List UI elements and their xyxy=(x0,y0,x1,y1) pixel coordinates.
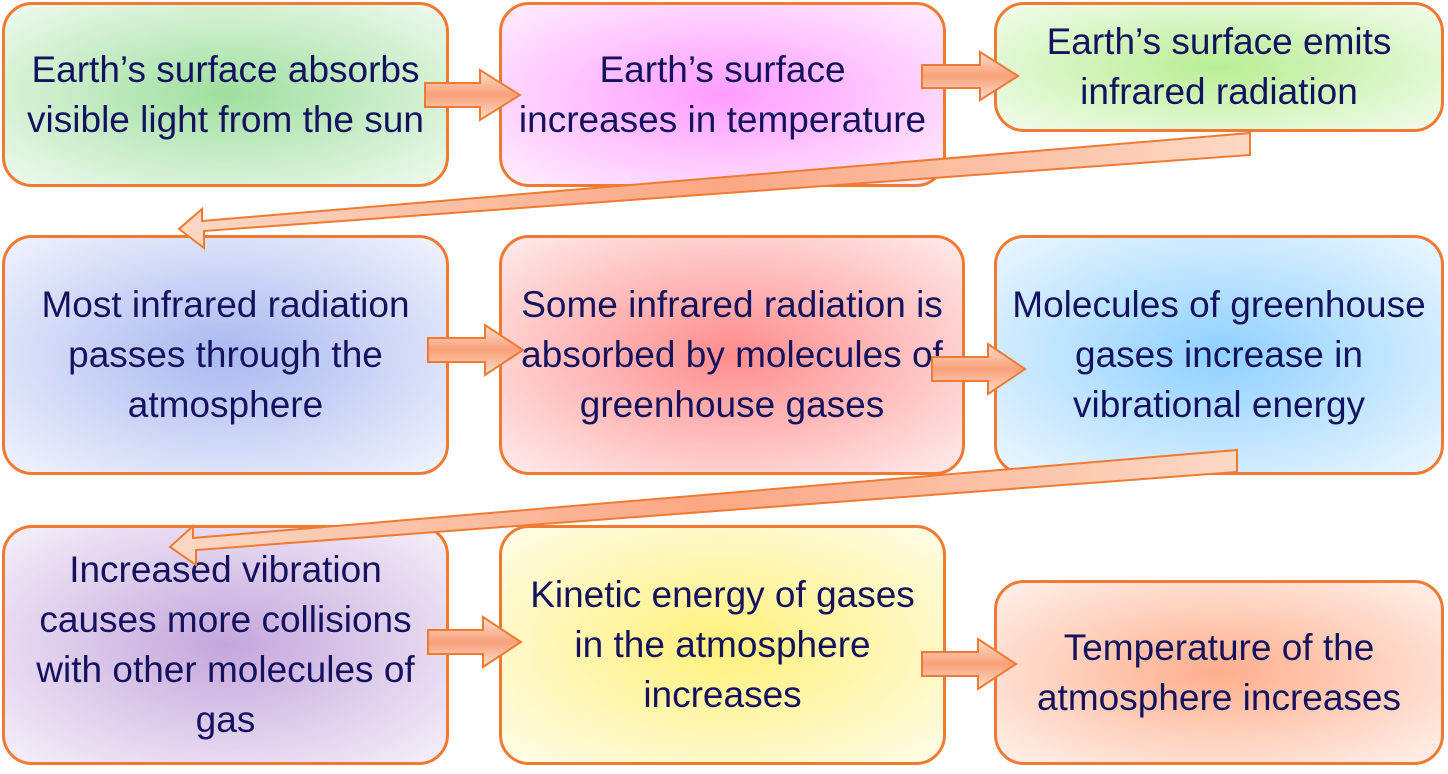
step-text: Kinetic energy of gases in the atmospher… xyxy=(530,574,915,715)
step-box-infrared-passes: Most infrared radiation passes through t… xyxy=(2,235,449,475)
step-text: Molecules of greenhouse gases increase i… xyxy=(1012,284,1426,425)
step-text: Most infrared radiation passes through t… xyxy=(41,284,410,425)
step-text: Earth’s surface absorbs visible light fr… xyxy=(27,48,424,140)
step-text: Increased vibration causes more collisio… xyxy=(36,549,415,740)
step-box-vibrational-energy: Molecules of greenhouse gases increase i… xyxy=(994,235,1444,475)
step-box-surface-emits-infrared: Earth’s surface emits infrared radiation xyxy=(994,2,1444,132)
step-box-surface-temperature: Earth’s surface increases in temperature xyxy=(499,2,946,187)
step-text: Some infrared radiation is absorbed by m… xyxy=(521,284,943,425)
step-text: Temperature of the atmosphere increases xyxy=(1036,626,1402,718)
step-box-atmosphere-temperature: Temperature of the atmosphere increases xyxy=(994,580,1444,765)
step-text: Earth’s surface emits infrared radiation xyxy=(1046,21,1392,112)
step-box-kinetic-energy: Kinetic energy of gases in the atmospher… xyxy=(499,525,946,765)
step-text: Earth’s surface increases in temperature xyxy=(518,48,927,140)
step-box-surface-absorbs-light: Earth’s surface absorbs visible light fr… xyxy=(2,2,449,187)
step-box-more-collisions: Increased vibration causes more collisio… xyxy=(2,525,449,765)
step-box-infrared-absorbed: Some infrared radiation is absorbed by m… xyxy=(499,235,965,475)
